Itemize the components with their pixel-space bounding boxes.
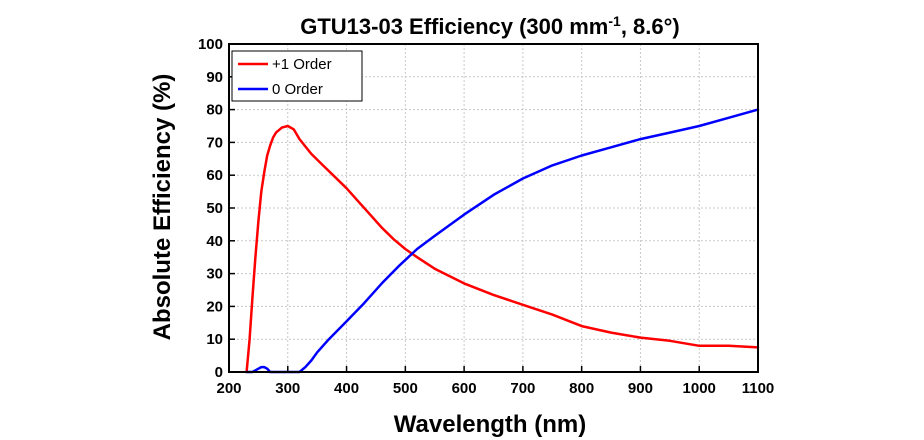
legend: +1 Order 0 Order (231, 50, 363, 102)
y-tick-label: 70 (206, 134, 223, 151)
y-tick-label: 50 (206, 200, 223, 217)
y-tick-label: 20 (206, 298, 223, 315)
y-tick-label: 10 (206, 331, 223, 348)
chart-title-superscript: -1 (608, 13, 621, 29)
chart-title-main: GTU13-03 Efficiency (300 mm (300, 14, 608, 39)
x-tick-label: 1000 (683, 380, 716, 397)
y-tick-label: 0 (215, 364, 223, 381)
y-tick-label: 60 (206, 167, 223, 184)
x-tick-label: 1100 (742, 380, 775, 397)
axis-ticks: 200 300 400 500 600 700 800 900 1000 1100 0 10 20 30 4… (198, 36, 774, 397)
x-tick-label: 600 (452, 380, 477, 397)
y-tick-label: 30 (206, 266, 223, 283)
series-layer (245, 108, 760, 374)
x-tick-label: 500 (393, 380, 418, 397)
series-line-plus1-order (245, 124, 760, 374)
x-tick-label: 200 (216, 380, 241, 397)
legend-label-zero: 0 Order (272, 81, 323, 98)
y-tick-label: 90 (206, 69, 223, 86)
legend-box (231, 50, 363, 102)
chart-title-end: , 8.6°) (621, 14, 680, 39)
y-axis-label: Absolute Efficiency (%) (149, 74, 176, 341)
x-tick-label: 700 (510, 380, 535, 397)
x-axis-label: Wavelength (nm) (394, 411, 586, 438)
x-tick-label: 300 (275, 380, 300, 397)
y-tick-label: 100 (198, 36, 223, 53)
series-line-zero-order (245, 108, 760, 374)
x-tick-label: 900 (628, 380, 653, 397)
chart-title: GTU13-03 Efficiency (300 mm-1, 8.6°) (300, 13, 680, 39)
legend-label-plus1: +1 Order (272, 56, 332, 73)
y-tick-label: 80 (206, 102, 223, 119)
y-tick-label: 40 (206, 233, 223, 250)
x-tick-label: 800 (569, 380, 594, 397)
x-tick-label: 400 (334, 380, 359, 397)
